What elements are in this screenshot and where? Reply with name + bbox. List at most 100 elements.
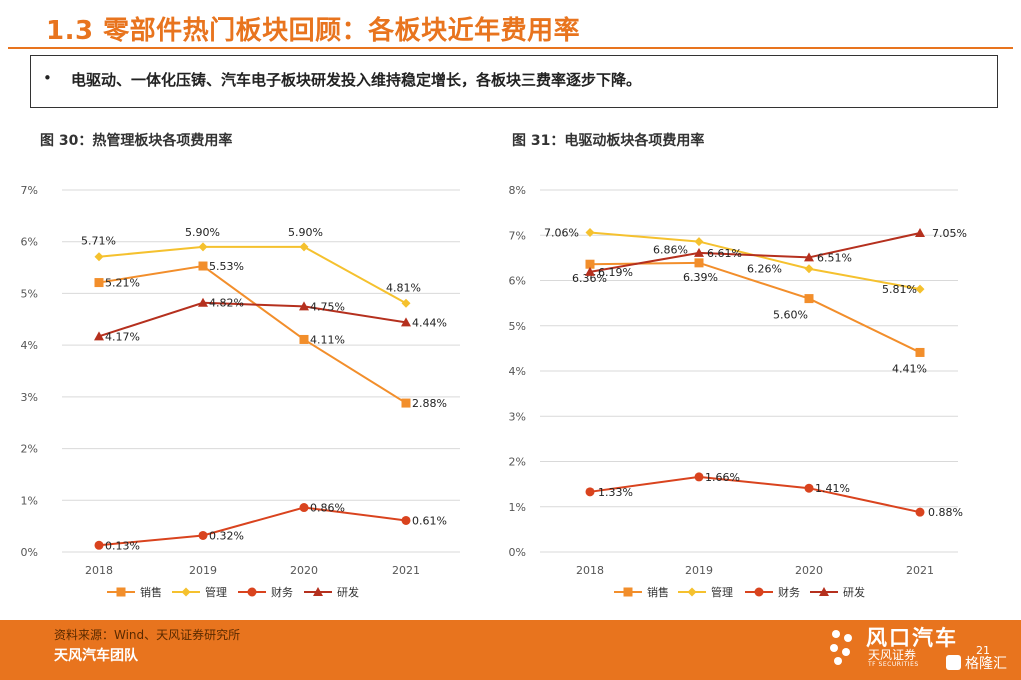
figure-30-title: 图 30：热管理板块各项费用率	[40, 133, 233, 149]
legend-marker	[116, 587, 126, 597]
x-tick-label: 2018	[85, 564, 113, 577]
series-line	[589, 261, 921, 354]
legend: 销售 管理 财务 研发	[107, 585, 359, 599]
brand-logo-icon	[830, 630, 852, 665]
data-label: 6.26%	[747, 263, 782, 276]
y-tick-label: 1%	[509, 501, 526, 514]
data-label: 6.86%	[653, 244, 688, 257]
data-point	[198, 530, 208, 540]
y-tick-label: 3%	[21, 391, 38, 404]
series-研发: 6.19% 6.61% 6.51% 7.05%	[585, 227, 967, 279]
data-label: 0.86%	[310, 502, 345, 515]
source-note: 资料来源：Wind、天风证券研究所	[54, 628, 241, 642]
data-point	[299, 503, 309, 513]
data-point	[94, 252, 104, 262]
data-point	[585, 228, 595, 238]
page-title: 1.3 零部件热门板块回顾：各板块近年费用率	[46, 16, 581, 46]
y-tick-label: 4%	[21, 339, 38, 352]
figure-31-title: 图 31：电驱动板块各项费用率	[512, 133, 705, 149]
data-label: 0.13%	[105, 539, 140, 552]
legend-marker	[623, 587, 633, 597]
x-tick-label: 2019	[189, 564, 217, 577]
y-tick-label: 4%	[509, 365, 526, 378]
summary-text: 电驱动、一体化压铸、汽车电子板块研发投入维持稳定增长，各板块三费率逐步下降。	[71, 71, 642, 89]
data-label: 0.61%	[412, 514, 447, 527]
y-tick-label: 7%	[509, 229, 526, 242]
data-label: 7.05%	[932, 227, 967, 240]
series-研发: 4.17% 4.82% 4.75% 4.44%	[94, 297, 447, 343]
data-point	[299, 334, 309, 344]
legend-marker	[181, 587, 191, 597]
x-tick-label: 2019	[685, 564, 713, 577]
series-销售: 5.21% 5.53% 4.11% 2.88%	[94, 260, 447, 410]
data-point	[915, 227, 925, 237]
data-point	[804, 483, 814, 493]
data-label: 4.44%	[412, 316, 447, 329]
data-point	[694, 258, 704, 268]
data-point	[694, 237, 704, 247]
series-line	[589, 232, 921, 273]
y-tick-label: 2%	[509, 456, 526, 469]
y-tick-label: 7%	[21, 184, 38, 197]
y-tick-label: 6%	[509, 275, 526, 288]
data-label: 1.66%	[705, 471, 740, 484]
y-tick-label: 1%	[21, 494, 38, 507]
legend-marker	[247, 587, 257, 597]
data-point	[694, 472, 704, 482]
data-label: 0.88%	[928, 506, 963, 519]
data-label: 4.82%	[209, 297, 244, 310]
watermark-icon	[946, 655, 961, 670]
data-point	[94, 540, 104, 550]
data-label: 5.53%	[209, 260, 244, 273]
data-point	[94, 278, 104, 288]
x-tick-label: 2021	[392, 564, 420, 577]
data-label: 2.88%	[412, 397, 447, 410]
data-label: 4.81%	[386, 281, 421, 294]
y-tick-label: 5%	[21, 287, 38, 300]
data-point	[804, 252, 814, 262]
series-line	[589, 475, 921, 514]
data-label: 1.41%	[815, 482, 850, 495]
data-label: 6.51%	[817, 251, 852, 264]
series-line	[98, 264, 407, 404]
series-line	[98, 245, 407, 305]
legend-label: 财务	[271, 585, 293, 599]
data-point	[299, 301, 309, 311]
legend-marker	[687, 587, 697, 597]
y-tick-label: 2%	[21, 443, 38, 456]
legend-label: 销售	[647, 585, 669, 599]
series-财务: 1.33% 1.66% 1.41% 0.88%	[585, 471, 963, 519]
data-point	[198, 242, 208, 252]
data-point	[585, 259, 595, 269]
legend-marker	[754, 587, 764, 597]
data-point	[401, 317, 411, 327]
data-point	[915, 347, 925, 357]
x-tick-label: 2021	[906, 564, 934, 577]
data-point	[94, 331, 104, 341]
team-name: 天风汽车团队	[54, 648, 138, 664]
legend-label: 管理	[711, 585, 733, 599]
data-label: 5.81%	[882, 283, 917, 296]
data-point	[198, 297, 208, 307]
gridlines	[62, 189, 460, 553]
y-tick-label: 0%	[509, 546, 526, 559]
data-label: 5.90%	[185, 226, 220, 239]
title-rule	[8, 47, 1013, 49]
summary-box: • 电驱动、一体化压铸、汽车电子板块研发投入维持稳定增长，各板块三费率逐步下降。	[30, 55, 998, 108]
data-point	[198, 261, 208, 271]
legend-label: 财务	[778, 585, 800, 599]
data-label: 5.71%	[81, 235, 116, 248]
data-label: 5.21%	[105, 277, 140, 290]
data-label: 4.41%	[892, 362, 927, 375]
y-tick-label: 6%	[21, 236, 38, 249]
data-label: 5.60%	[773, 309, 808, 322]
series-管理: 5.71% 5.90% 5.90% 4.81%	[81, 226, 421, 308]
data-label: 4.75%	[310, 300, 345, 313]
x-tick-label: 2020	[290, 564, 318, 577]
brand-english: TF SECURITIES	[868, 661, 919, 668]
page-number: 21	[976, 644, 990, 657]
legend-label: 研发	[843, 585, 865, 599]
data-label: 4.11%	[310, 333, 345, 346]
series-line	[98, 301, 407, 338]
